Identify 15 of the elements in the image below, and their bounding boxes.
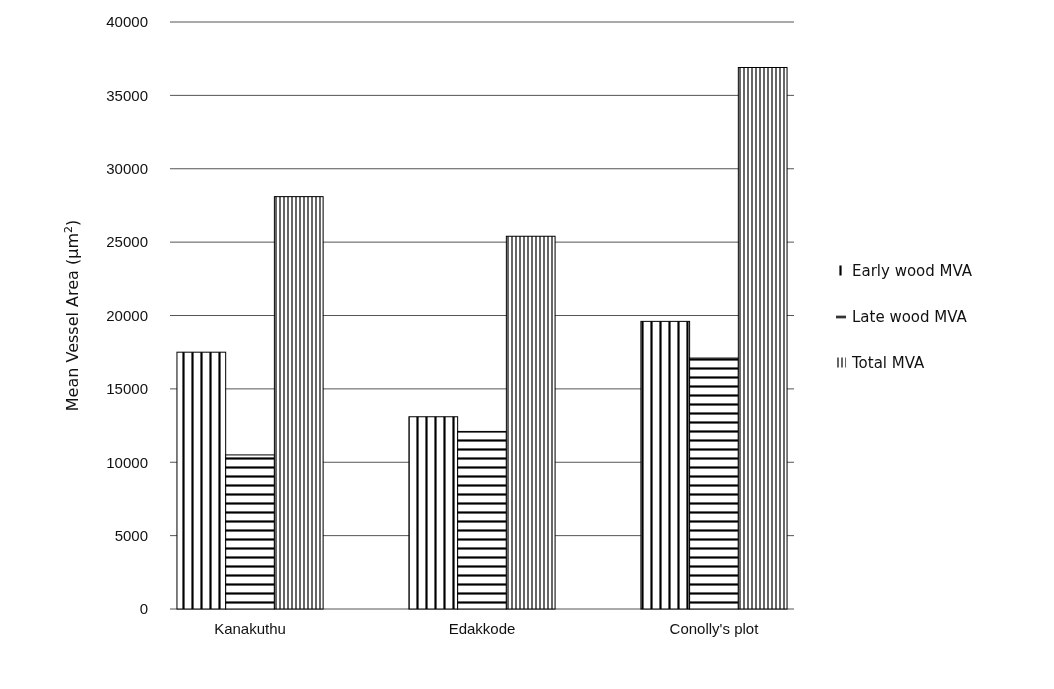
- x-tick-label: Kanakuthu: [214, 619, 286, 637]
- legend-label: Total MVA: [851, 353, 926, 372]
- y-tick-label: 15000: [106, 380, 148, 398]
- y-tick-label: 35000: [106, 86, 148, 104]
- x-tick-label: Conolly's plot: [669, 619, 760, 637]
- y-tick-label: 20000: [106, 306, 148, 324]
- y-tick-label: 25000: [106, 233, 148, 251]
- y-tick-label: 30000: [106, 160, 148, 178]
- y-tick-label: 0: [139, 600, 148, 618]
- y-tick-label: 10000: [106, 453, 148, 471]
- legend-label: Early wood MVA: [852, 261, 973, 280]
- y-tick-label: 40000: [106, 13, 148, 31]
- legend-label: Late wood MVA: [852, 307, 968, 326]
- x-tick-label: Edakkode: [448, 619, 516, 637]
- y-tick-label: 5000: [114, 526, 148, 544]
